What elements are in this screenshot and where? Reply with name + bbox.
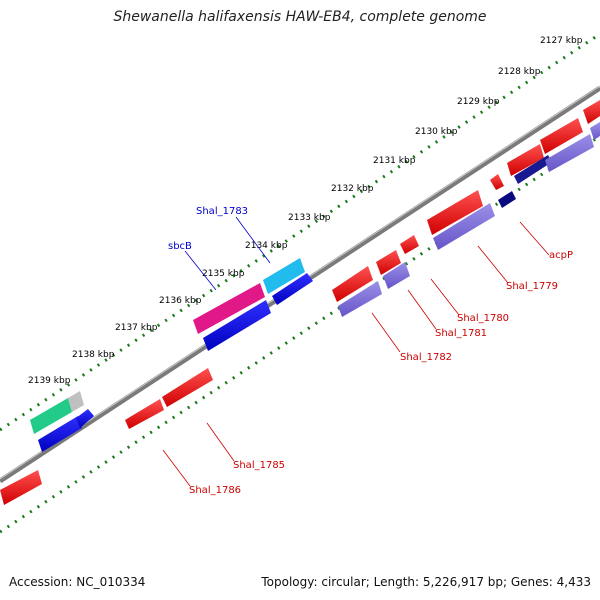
gene-reverse[interactable] <box>498 191 516 208</box>
gene-reverse[interactable] <box>490 174 504 190</box>
gene-label[interactable]: Shal_1781 <box>435 328 487 339</box>
gene-forward[interactable] <box>30 398 72 434</box>
gene-reverse[interactable] <box>583 100 600 124</box>
gene-forward[interactable] <box>193 283 265 334</box>
tick-label: 2134 kbp <box>245 241 288 251</box>
gene-label[interactable]: Shal_1782 <box>400 352 452 363</box>
gene-forward[interactable] <box>68 391 84 412</box>
gene-reverse[interactable] <box>376 250 401 275</box>
map-title: Shewanella halifaxensis HAW-EB4, complet… <box>113 9 487 25</box>
tick-label: 2129 kbp <box>457 97 500 107</box>
tick-labels: 2127 kbp 2128 kbp 2129 kbp 2130 kbp 2131… <box>28 36 583 386</box>
forward-genes <box>30 258 313 452</box>
gene-reverse[interactable] <box>590 122 600 140</box>
gene-reverse[interactable] <box>338 281 382 317</box>
gene-reverse[interactable] <box>332 266 373 302</box>
gene-forward[interactable] <box>272 273 313 305</box>
tick-label: 2128 kbp <box>498 67 541 77</box>
gene-reverse[interactable] <box>545 134 594 172</box>
gene-reverse[interactable] <box>514 155 552 184</box>
gene-forward[interactable] <box>203 300 271 351</box>
gene-reverse[interactable] <box>400 235 419 254</box>
gene-label[interactable]: Shal_1785 <box>233 460 285 471</box>
reverse-genes <box>0 100 600 505</box>
gene-reverse[interactable] <box>540 118 583 154</box>
gene-label[interactable]: Shal_1779 <box>506 281 558 292</box>
tick-label: 2133 kbp <box>288 213 331 223</box>
reverse-gene-labels: acpP Shal_1779 Shal_1780 Shal_1781 Shal_… <box>162 221 573 496</box>
forward-gene-labels: Shal_1783 sbcB <box>168 206 271 291</box>
gene-reverse[interactable] <box>507 144 544 176</box>
accession-label: Accession: NC_010334 <box>9 575 146 589</box>
tick-label: 2137 kbp <box>115 323 158 333</box>
tick-label: 2136 kbp <box>159 296 202 306</box>
tick-label: 2135 kbp <box>202 269 245 279</box>
gene-forward[interactable] <box>76 409 94 428</box>
gene-reverse[interactable] <box>0 470 42 505</box>
gene-reverse[interactable] <box>125 399 164 429</box>
gene-label[interactable]: acpP <box>549 250 573 261</box>
tick-label: 2131 kbp <box>373 156 416 166</box>
gene-forward[interactable] <box>263 258 305 294</box>
genome-summary: Topology: circular; Length: 5,226,917 bp… <box>261 575 591 589</box>
gene-reverse[interactable] <box>427 190 483 235</box>
outer-tick-ring <box>0 32 600 432</box>
gene-reverse[interactable] <box>433 203 495 250</box>
gene-reverse[interactable] <box>162 368 213 407</box>
gene-reverse[interactable] <box>383 262 410 289</box>
tick-label: 2139 kbp <box>28 376 71 386</box>
gene-label[interactable]: Shal_1783 <box>196 206 248 217</box>
tick-label: 2127 kbp <box>540 36 583 46</box>
gene-label[interactable]: Shal_1786 <box>189 485 241 496</box>
tick-label: 2130 kbp <box>415 127 458 137</box>
tick-label: 2138 kbp <box>72 350 115 360</box>
tick-label: 2132 kbp <box>331 184 374 194</box>
gene-label[interactable]: sbcB <box>168 241 192 252</box>
gene-forward[interactable] <box>38 416 82 452</box>
gene-label[interactable]: Shal_1780 <box>457 313 509 324</box>
